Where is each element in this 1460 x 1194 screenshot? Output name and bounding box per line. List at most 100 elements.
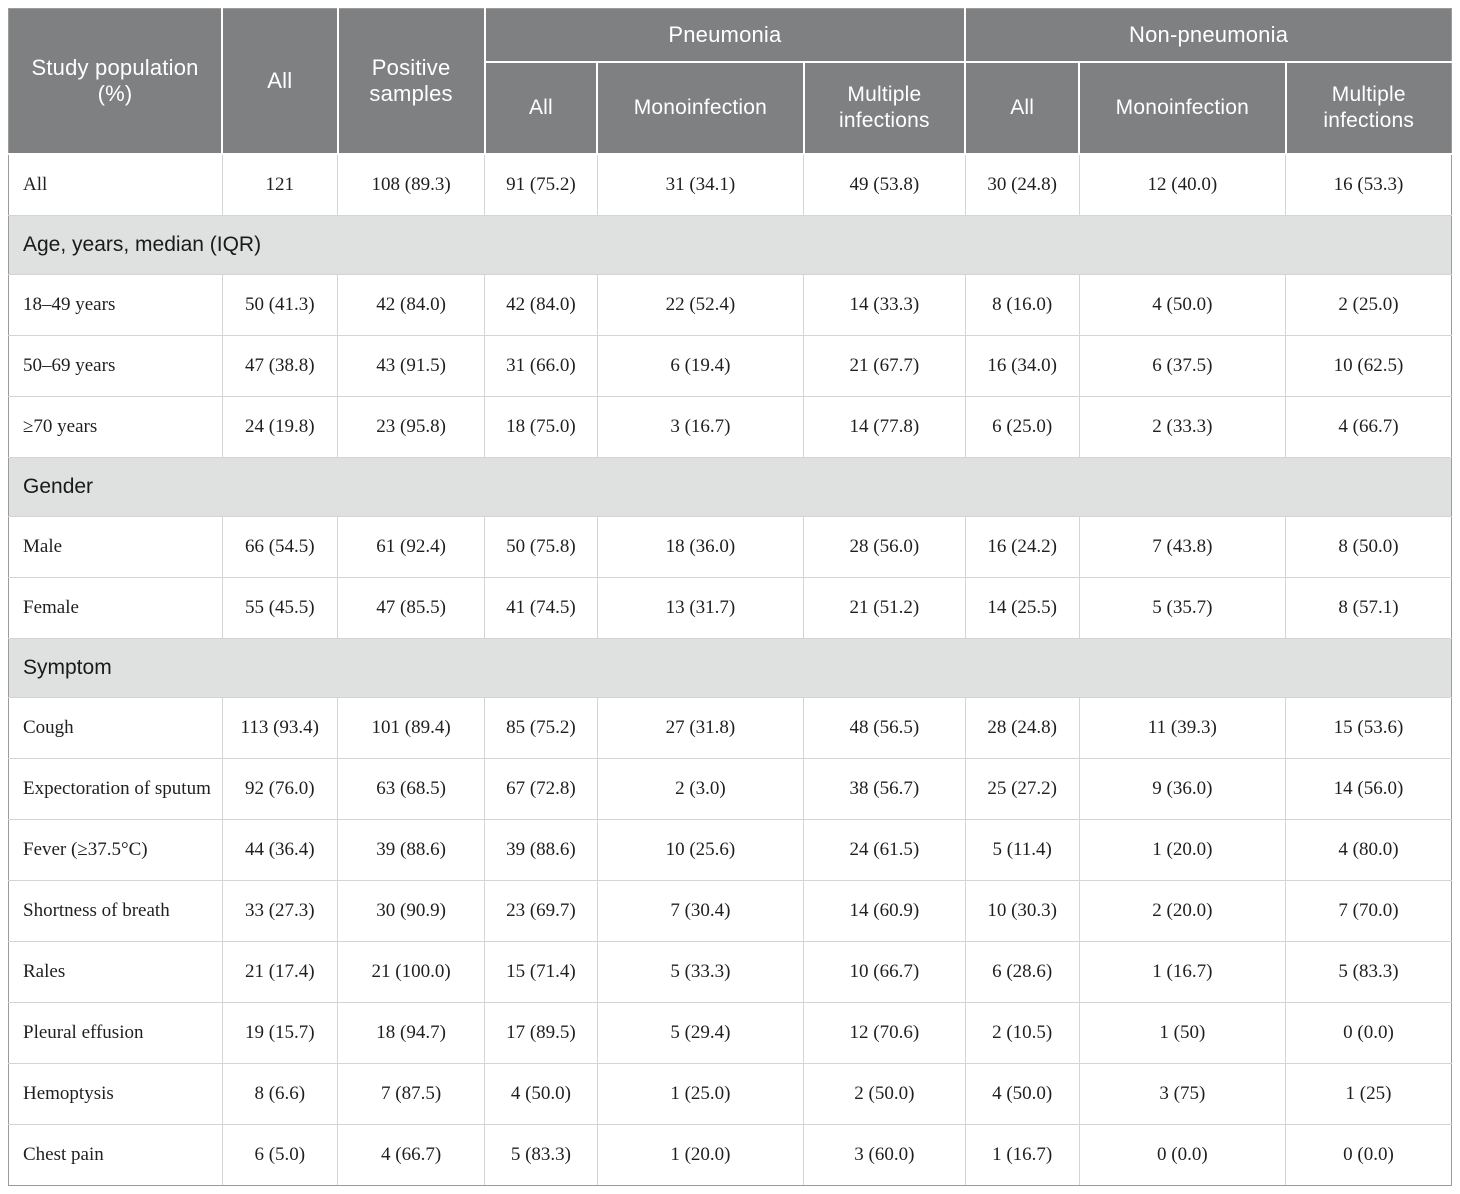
- cell-value: 14 (60.9): [803, 880, 966, 942]
- cell-value: 12 (40.0): [1078, 153, 1287, 216]
- header-sub-row: All Monoinfection Multiple infections Al…: [9, 61, 1452, 155]
- cell-value: 4 (50.0): [1078, 274, 1287, 336]
- cell-value: 1 (25): [1285, 1063, 1452, 1125]
- cell-value: 30 (24.8): [964, 153, 1080, 216]
- col-header-study-population: Study population (%): [8, 8, 224, 155]
- cell-value: 8 (57.1): [1285, 577, 1452, 639]
- cell-value: 91 (75.2): [484, 153, 598, 216]
- cell-value: 23 (69.7): [484, 880, 598, 942]
- col-header-pneumonia-monoinfection: Monoinfection: [596, 61, 805, 155]
- col-header-pneumonia-multiple-infections: Multiple infections: [802, 61, 967, 155]
- col-group-pneumonia: Pneumonia: [483, 8, 967, 63]
- cell-value: 17 (89.5): [484, 1002, 598, 1064]
- cell-value: 55 (45.5): [221, 577, 339, 639]
- cell-value: 5 (11.4): [964, 819, 1080, 881]
- cell-value: 9 (36.0): [1078, 758, 1287, 820]
- cell-value: 18 (75.0): [484, 396, 598, 458]
- section-header: Age, years, median (IQR): [8, 215, 1452, 275]
- cell-value: 23 (95.8): [336, 396, 486, 458]
- cell-value: 10 (25.6): [596, 819, 805, 881]
- cell-value: 47 (38.8): [221, 335, 339, 397]
- cell-value: 14 (56.0): [1285, 758, 1452, 820]
- cell-value: 3 (16.7): [596, 396, 805, 458]
- cell-value: 4 (50.0): [484, 1063, 598, 1125]
- cell-value: 21 (51.2): [803, 577, 966, 639]
- cell-value: 41 (74.5): [484, 577, 598, 639]
- section-row: Age, years, median (IQR): [8, 215, 1452, 275]
- cell-value: 1 (50): [1078, 1002, 1287, 1064]
- header-group-row: Study population (%) All Positive sample…: [8, 8, 1452, 155]
- row-label: All: [8, 153, 223, 216]
- cell-value: 3 (75): [1078, 1063, 1287, 1125]
- cell-value: 101 (89.4): [336, 697, 486, 759]
- cell-value: 18 (94.7): [336, 1002, 486, 1064]
- row-label: Cough: [8, 697, 223, 759]
- cell-value: 8 (16.0): [964, 274, 1080, 336]
- cell-value: 1 (25.0): [596, 1063, 805, 1125]
- cell-value: 21 (100.0): [336, 941, 486, 1003]
- cell-value: 6 (19.4): [596, 335, 805, 397]
- cell-value: 7 (43.8): [1078, 516, 1287, 578]
- cell-value: 31 (34.1): [596, 153, 805, 216]
- col-group-non-pneumonia: Non-pneumonia: [964, 8, 1452, 63]
- col-header-nonpneumonia-multiple-infections: Multiple infections: [1284, 61, 1452, 155]
- cell-value: 1 (20.0): [596, 1124, 805, 1186]
- table-row: 18–49 years 50 (41.3) 42 (84.0) 42 (84.0) 22…: [8, 274, 1452, 336]
- cell-value: 14 (77.8): [803, 396, 966, 458]
- cell-value: 42 (84.0): [484, 274, 598, 336]
- cell-value: 108 (89.3): [336, 153, 486, 216]
- cell-value: 85 (75.2): [484, 697, 598, 759]
- cell-value: 44 (36.4): [221, 819, 339, 881]
- cell-value: 50 (41.3): [221, 274, 339, 336]
- cell-value: 5 (33.3): [596, 941, 805, 1003]
- cell-value: 92 (76.0): [221, 758, 339, 820]
- cell-value: 1 (16.7): [1078, 941, 1287, 1003]
- cell-value: 43 (91.5): [336, 335, 486, 397]
- table-row: 50–69 years 47 (38.8) 43 (91.5) 31 (66.0) 6 …: [8, 335, 1452, 397]
- cell-value: 6 (37.5): [1078, 335, 1287, 397]
- table-row: Chest pain 6 (5.0) 4 (66.7) 5 (83.3) 1 (20.0…: [8, 1124, 1452, 1186]
- cell-value: 2 (25.0): [1285, 274, 1452, 336]
- cell-value: 49 (53.8): [803, 153, 966, 216]
- cell-value: 12 (70.6): [803, 1002, 966, 1064]
- cell-value: 25 (27.2): [964, 758, 1080, 820]
- cell-value: 13 (31.7): [596, 577, 805, 639]
- row-label: Fever (≥37.5°C): [8, 819, 223, 881]
- cell-value: 14 (33.3): [803, 274, 966, 336]
- cell-value: 15 (53.6): [1285, 697, 1452, 759]
- cell-value: 2 (33.3): [1078, 396, 1287, 458]
- cell-value: 7 (30.4): [596, 880, 805, 942]
- section-header: Gender: [8, 457, 1452, 517]
- cell-value: 39 (88.6): [484, 819, 598, 881]
- cell-value: 11 (39.3): [1078, 697, 1287, 759]
- cell-value: 10 (62.5): [1285, 335, 1452, 397]
- table-header: Study population (%) All Positive sample…: [8, 8, 1452, 155]
- table-row: Rales 21 (17.4) 21 (100.0) 15 (71.4) 5 (33.3…: [8, 941, 1452, 1003]
- cell-value: 21 (67.7): [803, 335, 966, 397]
- cell-value: 42 (84.0): [336, 274, 486, 336]
- row-label: Female: [8, 577, 223, 639]
- cell-value: 16 (53.3): [1285, 153, 1452, 216]
- row-label: Expectoration of sputum: [8, 758, 223, 820]
- table-row: Fever (≥37.5°C) 44 (36.4) 39 (88.6) 39 (88.…: [8, 819, 1452, 881]
- cell-value: 5 (29.4): [596, 1002, 805, 1064]
- table-row: All 121 108 (89.3) 91 (75.2) 31 (34.1) 49 (53…: [8, 153, 1452, 216]
- cell-value: 18 (36.0): [596, 516, 805, 578]
- study-population-table: Study population (%) All Positive sample…: [8, 8, 1452, 1186]
- table-row: Expectoration of sputum 92 (76.0) 63 (68.5…: [8, 758, 1452, 820]
- cell-value: 31 (66.0): [484, 335, 598, 397]
- cell-value: 28 (56.0): [803, 516, 966, 578]
- cell-value: 5 (35.7): [1078, 577, 1287, 639]
- table-body: All 121 108 (89.3) 91 (75.2) 31 (34.1) 49 (53…: [8, 153, 1452, 1186]
- table-row: Hemoptysis 8 (6.6) 7 (87.5) 4 (50.0) 1 (25.0…: [8, 1063, 1452, 1125]
- cell-value: 39 (88.6): [336, 819, 486, 881]
- cell-value: 47 (85.5): [336, 577, 486, 639]
- section-row: Gender: [8, 457, 1452, 517]
- cell-value: 6 (25.0): [964, 396, 1080, 458]
- cell-value: 113 (93.4): [221, 697, 339, 759]
- table-row: ≥70 years 24 (19.8) 23 (95.8) 18 (75.0) 3 (1…: [8, 396, 1452, 458]
- row-label: 18–49 years: [8, 274, 223, 336]
- col-header-nonpneumonia-all: All: [964, 61, 1081, 155]
- cell-value: 7 (70.0): [1285, 880, 1452, 942]
- cell-value: 2 (20.0): [1078, 880, 1287, 942]
